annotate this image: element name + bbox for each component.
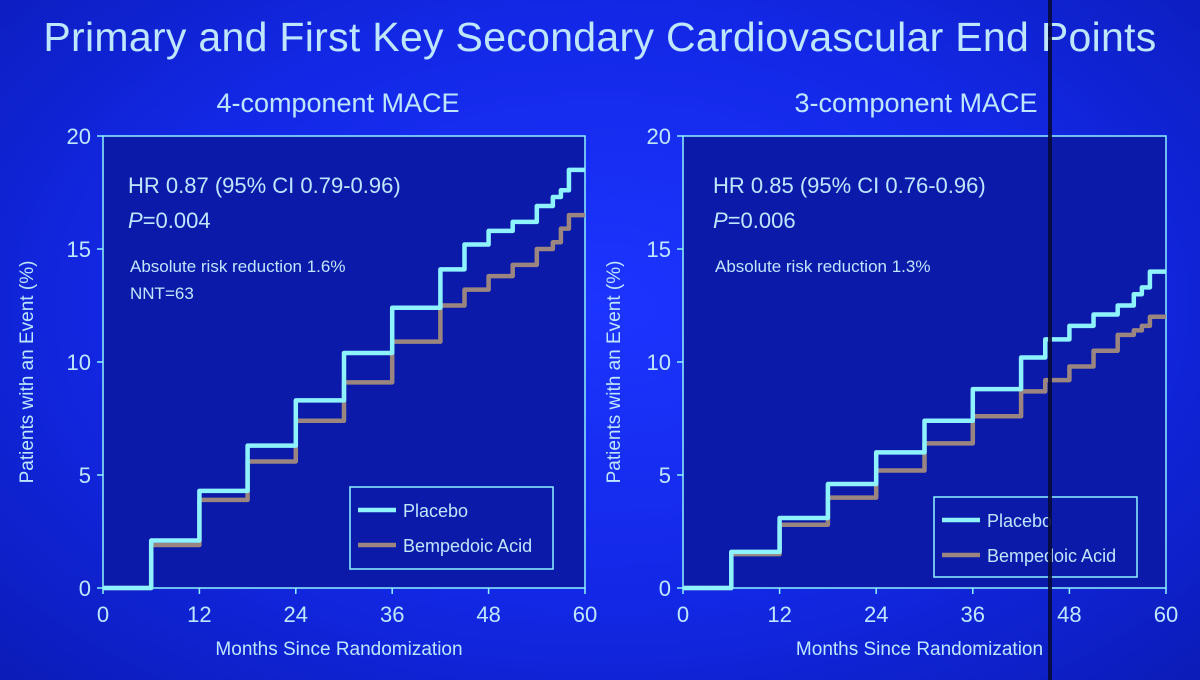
chart1-ytick-label: 20 bbox=[67, 124, 91, 149]
chart1-ytick-label: 5 bbox=[79, 463, 91, 488]
chart1-p-value-annotation: P=0.004 bbox=[128, 208, 211, 233]
chart2-xtick-label: 12 bbox=[767, 602, 791, 627]
chart2-ytick-label: 20 bbox=[647, 124, 671, 149]
chart1-xtick-label: 24 bbox=[284, 602, 308, 627]
chart1-xtick-label: 36 bbox=[380, 602, 404, 627]
chart2-ytick-label: 10 bbox=[647, 350, 671, 375]
chart1-ytick-label: 0 bbox=[79, 576, 91, 601]
slide-title: Primary and First Key Secondary Cardiova… bbox=[43, 14, 1157, 60]
chart1-title: 4-component MACE bbox=[216, 88, 459, 118]
chart1-xtick-label: 0 bbox=[97, 602, 109, 627]
chart1-ytick-label: 10 bbox=[67, 350, 91, 375]
chart2-ytick-label: 15 bbox=[647, 237, 671, 262]
chart2-ytick-label: 0 bbox=[659, 576, 671, 601]
chart1-hr-annotation: HR 0.87 (95% CI 0.79-0.96) bbox=[128, 173, 401, 198]
chart1-legend-label: Placebo bbox=[403, 501, 468, 521]
chart2-x-axis-label: Months Since Randomization bbox=[796, 639, 1043, 660]
chart2-series-line-placebo bbox=[683, 269, 1166, 591]
chart1-ytick-label: 15 bbox=[67, 237, 91, 262]
chart2-xtick-label: 36 bbox=[961, 602, 985, 627]
chart2-xtick-label: 0 bbox=[677, 602, 689, 627]
chart2-legend-label: Placebo bbox=[987, 511, 1052, 531]
chart1-nnt-annotation: NNT=63 bbox=[130, 284, 194, 303]
chart2-p-value-annotation: P=0.006 bbox=[713, 208, 796, 233]
chart2-xtick-label: 24 bbox=[864, 602, 888, 627]
chart2-arr-annotation: Absolute risk reduction 1.3% bbox=[715, 257, 930, 276]
chart1-x-axis-label: Months Since Randomization bbox=[215, 639, 462, 660]
chart2-title: 3-component MACE bbox=[794, 88, 1037, 118]
chart1-xtick-label: 48 bbox=[476, 602, 500, 627]
chart1-series-line-placebo bbox=[103, 167, 585, 591]
chart2-xtick-label: 48 bbox=[1057, 602, 1081, 627]
chart2-hr-annotation: HR 0.85 (95% CI 0.76-0.96) bbox=[713, 173, 986, 198]
chart2-xtick-label: 60 bbox=[1154, 602, 1178, 627]
projection-divider-line bbox=[1048, 0, 1052, 680]
chart2-y-axis-label: Patients with an Event (%) bbox=[604, 261, 625, 484]
chart1-xtick-label: 60 bbox=[573, 602, 597, 627]
chart1-legend-label: Bempedoic Acid bbox=[403, 536, 532, 556]
chart1-y-axis-label: Patients with an Event (%) bbox=[17, 261, 38, 484]
chart1-arr-annotation: Absolute risk reduction 1.6% bbox=[130, 257, 345, 276]
chart2-series-line-bempedoic bbox=[683, 314, 1166, 591]
chart1-series-line-bempedoic bbox=[103, 212, 585, 591]
chart2-ytick-label: 5 bbox=[659, 463, 671, 488]
chart2-legend-box bbox=[933, 496, 1138, 578]
chart1-xtick-label: 12 bbox=[187, 602, 211, 627]
chart1-legend-box bbox=[349, 486, 554, 570]
